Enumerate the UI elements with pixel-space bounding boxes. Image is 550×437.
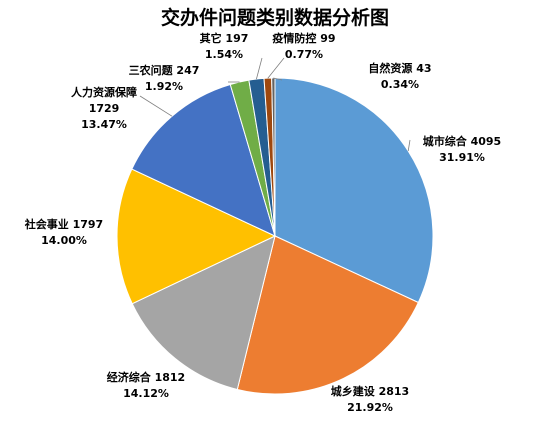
data-label-name-value: 社会事业 1797 (24, 217, 103, 231)
data-label-percent: 21.92% (347, 401, 393, 414)
data-label-name-value: 经济综合 1812 (107, 370, 185, 384)
pie-slice (274, 77, 434, 304)
leader-line (256, 57, 263, 80)
chart-title: 交办件问题类别数据分析图 (161, 6, 389, 29)
pie-slice (116, 168, 277, 305)
data-label-name-value: 其它 197 (200, 31, 249, 45)
data-label-percent: 0.77% (285, 48, 323, 61)
data-label-name-value: 城市综合 4095 (423, 134, 501, 148)
pie-slice (131, 83, 276, 237)
pie-slice (131, 235, 276, 391)
data-label-percent: 31.91% (439, 151, 485, 164)
data-label-percent: 1.92% (145, 80, 183, 93)
data-label-percent: 13.47% (81, 118, 127, 131)
data-label-percent: 14.00% (41, 234, 87, 247)
leader-line (407, 139, 411, 152)
data-label-name-value: 城乡建设 2813 (331, 384, 409, 398)
data-label-name-value: 三农问题 247 (129, 63, 200, 77)
data-label-percent: 0.34% (381, 78, 419, 91)
leader-line (267, 57, 285, 79)
leader-lines (139, 57, 411, 152)
leader-line (273, 77, 283, 81)
data-label-value: 1729 (89, 102, 120, 115)
data-label-name-value: 自然资源 43 (368, 61, 431, 75)
pie-slices (116, 77, 434, 395)
data-label-percent: 14.12% (123, 387, 169, 400)
pie-slice (236, 235, 419, 395)
data-label-percent: 1.54% (205, 48, 243, 61)
leader-line (139, 95, 173, 117)
data-labels: 城市综合 4095 31.91% 城乡建设 2813 21.92% 经济综合 1812 1… (24, 31, 501, 414)
data-label-name-value: 疫情防控 99 (272, 31, 335, 45)
data-label-name: 人力资源保障 (71, 85, 137, 99)
